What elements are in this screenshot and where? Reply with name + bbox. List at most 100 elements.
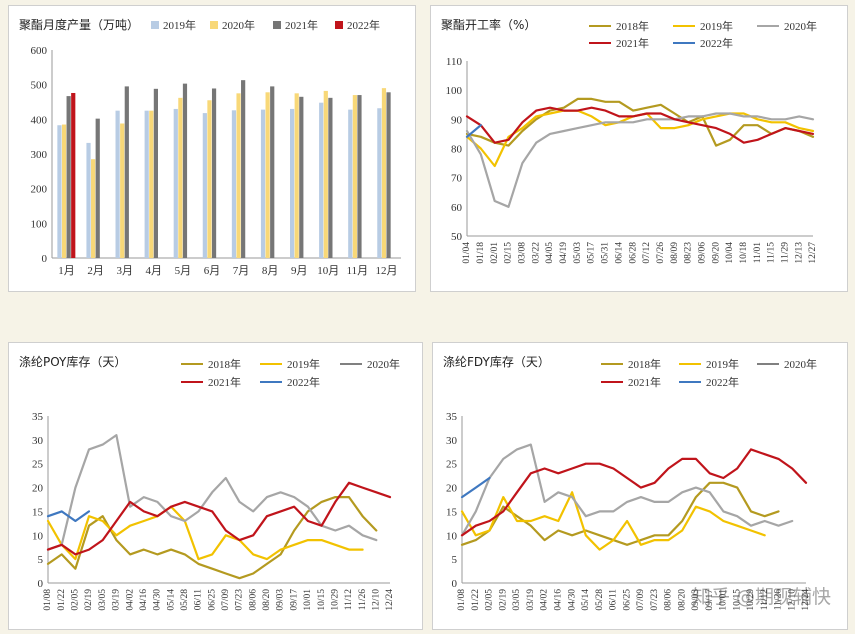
- series-line: [460, 448, 808, 537]
- bar: [95, 118, 100, 258]
- x-tick-label: 2月: [87, 265, 104, 277]
- x-tick-label: 06/14: [614, 242, 624, 264]
- legend-label: 2022年: [347, 20, 380, 32]
- x-tick-label: 10/15: [317, 589, 327, 611]
- x-tick-label: 11/26: [774, 589, 784, 611]
- x-tick-label: 01/22: [57, 589, 67, 611]
- watermark: 知乎 @期现辅快: [691, 586, 831, 608]
- chart-title: 涤纶FDY库存（天）: [443, 355, 550, 369]
- legend-swatch: [589, 25, 611, 27]
- series-line: [46, 434, 378, 551]
- legend-item: 2019年: [679, 356, 739, 372]
- x-tick-label: 05/31: [601, 242, 611, 264]
- legend-label: 2021年: [285, 20, 318, 32]
- x-tick-label: 02/19: [498, 589, 508, 611]
- x-tick-label: 03/05: [98, 589, 108, 611]
- x-tick-label: 07/09: [221, 589, 231, 611]
- bar: [319, 102, 324, 259]
- x-tick-label: 4月: [146, 265, 163, 277]
- y-tick-label: 10: [446, 530, 458, 542]
- y-tick-label: 0: [38, 578, 44, 590]
- x-tick-label: 07/09: [636, 589, 646, 611]
- x-tick-label: 7月: [233, 265, 250, 277]
- series-line: [460, 491, 766, 551]
- legend-label: 2020年: [784, 21, 817, 33]
- series-line: [460, 443, 794, 537]
- x-tick-label: 06/25: [207, 589, 217, 611]
- series-line: [46, 496, 378, 580]
- legend-item: 2021年: [181, 374, 241, 390]
- y-tick-label: 400: [31, 114, 48, 126]
- y-tick-label: 90: [451, 114, 463, 126]
- bar: [386, 92, 391, 258]
- legend-item: 2020年: [757, 18, 817, 34]
- legend-item: 2020年: [340, 356, 400, 372]
- bar: [231, 110, 237, 258]
- x-tick-label: 10/15: [732, 589, 742, 611]
- bar: [211, 88, 217, 258]
- x-tick-label: 09/20: [711, 242, 721, 264]
- x-tick-label: 05/28: [595, 589, 605, 611]
- x-tick-label: 03/19: [526, 589, 536, 611]
- x-tick-label: 1月: [58, 265, 75, 277]
- legend-item: 2018年: [601, 356, 661, 372]
- legend-swatch: [679, 381, 701, 383]
- y-tick-label: 10: [32, 530, 44, 542]
- x-tick-label: 02/05: [485, 589, 495, 611]
- x-tick-label: 9月: [291, 265, 308, 277]
- bar: [328, 97, 333, 258]
- series-line: [465, 106, 815, 144]
- x-tick-label: 12/13: [794, 242, 804, 264]
- x-tick-label: 04/05: [545, 242, 555, 264]
- x-tick-label: 02/15: [504, 242, 514, 264]
- y-tick-label: 300: [31, 149, 48, 161]
- bar: [153, 88, 158, 259]
- x-tick-label: 05/03: [573, 242, 583, 264]
- line-chart: 0 5 10 15 20 25 30 35 01/08 01/22 02/05 02/19 03/05 0…: [446, 411, 811, 611]
- y-tick-label: 30: [446, 435, 458, 447]
- legend-item: 2019年: [673, 18, 733, 34]
- bar: [236, 93, 241, 258]
- series-line: [460, 481, 780, 546]
- bar: [144, 110, 149, 259]
- x-tick-label: 09/03: [276, 589, 286, 611]
- y-tick-label: 110: [446, 56, 463, 68]
- legend-label: 2020年: [367, 359, 400, 371]
- bar: [323, 90, 328, 258]
- x-tick-label: 08/09: [670, 242, 680, 264]
- y-tick-label: 35: [446, 411, 458, 423]
- y-tick-label: 200: [31, 184, 48, 196]
- x-tick-label: 10/29: [330, 589, 340, 611]
- legend-label: 2022年: [700, 38, 733, 50]
- x-tick-label: 04/19: [559, 242, 569, 264]
- bar: [149, 110, 154, 259]
- chart-title: 聚酯开工率（%）: [441, 18, 537, 32]
- x-tick-label: 03/22: [531, 242, 541, 264]
- x-tick-label: 3月: [116, 265, 133, 277]
- bar: [182, 83, 188, 258]
- legend-swatch: [181, 363, 203, 365]
- legend-label: 2020年: [784, 359, 817, 371]
- legend-item: 2022年: [260, 374, 320, 390]
- legend-swatch: [273, 21, 281, 29]
- legend-swatch: [335, 21, 343, 29]
- x-tick-label: 02/05: [71, 589, 81, 611]
- x-tick-label: 12/27: [808, 242, 818, 264]
- x-tick-label: 07/26: [656, 242, 666, 264]
- y-tick-label: 25: [446, 459, 458, 471]
- x-tick-label: 02/19: [84, 589, 94, 611]
- x-tick-label: 05/28: [180, 589, 190, 611]
- x-tick-label: 06/28: [628, 242, 638, 264]
- bar: [178, 97, 183, 258]
- x-tick-label: 02/01: [490, 242, 500, 264]
- series-line: [465, 124, 482, 138]
- line-chart: 50 60 70 80 90 100 110 01/04 01/18 02/01 02/15 03/0…: [446, 56, 819, 264]
- legend-item: 2018年: [589, 18, 649, 34]
- x-tick-label: 10/18: [739, 242, 749, 264]
- x-tick-label: 10/04: [725, 242, 735, 264]
- bar: [57, 125, 62, 258]
- bar: [202, 113, 207, 259]
- bar: [348, 109, 353, 258]
- y-tick-label: 15: [32, 506, 44, 518]
- y-tick-label: 100: [31, 218, 48, 230]
